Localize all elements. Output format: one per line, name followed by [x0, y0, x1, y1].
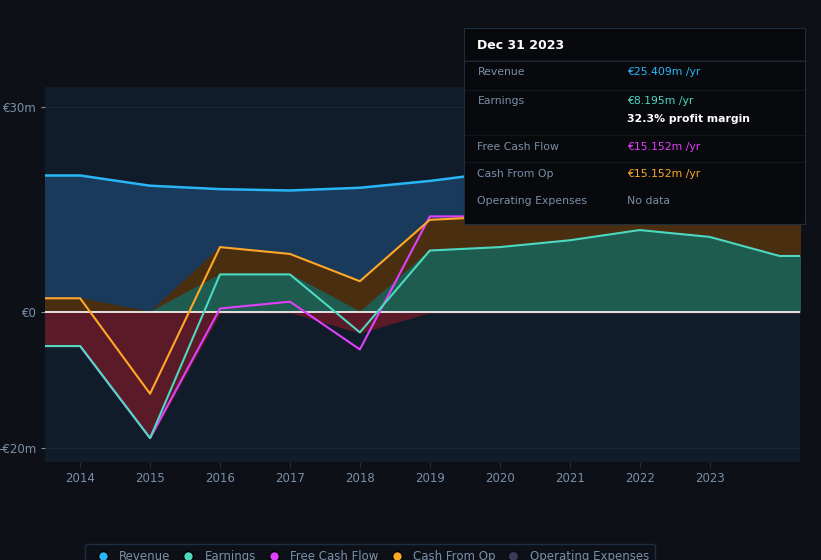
Text: Dec 31 2023: Dec 31 2023	[478, 39, 565, 52]
Text: Cash From Op: Cash From Op	[478, 169, 554, 179]
Text: Earnings: Earnings	[478, 96, 525, 106]
Text: No data: No data	[627, 197, 671, 207]
Text: €25.409m /yr: €25.409m /yr	[627, 67, 701, 77]
Text: 32.3% profit margin: 32.3% profit margin	[627, 114, 750, 124]
Legend: Revenue, Earnings, Free Cash Flow, Cash From Op, Operating Expenses: Revenue, Earnings, Free Cash Flow, Cash …	[85, 544, 655, 560]
Text: €15.152m /yr: €15.152m /yr	[627, 169, 700, 179]
Text: Revenue: Revenue	[478, 67, 525, 77]
Text: €15.152m /yr: €15.152m /yr	[627, 142, 700, 152]
Text: Operating Expenses: Operating Expenses	[478, 197, 588, 207]
Text: €8.195m /yr: €8.195m /yr	[627, 96, 694, 106]
Text: Free Cash Flow: Free Cash Flow	[478, 142, 559, 152]
